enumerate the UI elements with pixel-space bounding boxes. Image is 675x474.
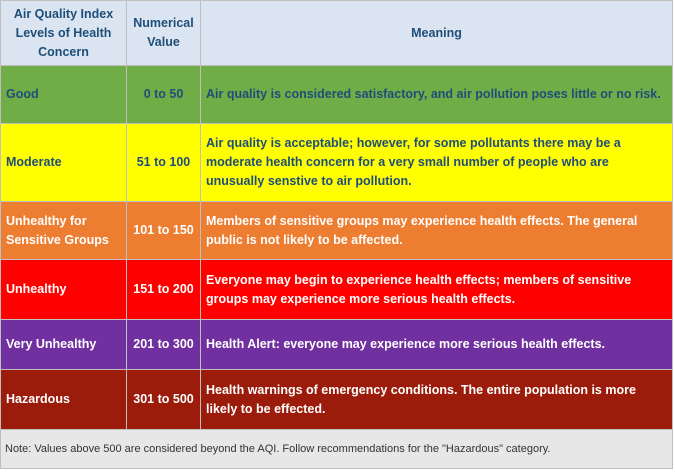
value-cell: 301 to 500 <box>126 369 201 430</box>
level-cell: Moderate <box>0 123 127 202</box>
value-cell: 51 to 100 <box>126 123 201 202</box>
meaning-cell: Health warnings of emergency conditions.… <box>200 369 673 430</box>
row-moderate: Moderate 51 to 100 Air quality is accept… <box>0 123 673 202</box>
meaning-cell: Everyone may begin to experience health … <box>200 259 673 320</box>
meaning-cell: Health Alert: everyone may experience mo… <box>200 319 673 370</box>
level-cell: Good <box>0 65 127 124</box>
value-cell: 101 to 150 <box>126 201 201 260</box>
level-cell: Very Unhealthy <box>0 319 127 370</box>
meaning-cell: Members of sensitive groups may experien… <box>200 201 673 260</box>
meaning-cell: Air quality is considered satisfactory, … <box>200 65 673 124</box>
level-cell: Unhealthy for Sensitive Groups <box>0 201 127 260</box>
level-cell: Hazardous <box>0 369 127 430</box>
level-cell: Unhealthy <box>0 259 127 320</box>
value-cell: 0 to 50 <box>126 65 201 124</box>
value-cell: 201 to 300 <box>126 319 201 370</box>
header-value: Numerical Value <box>126 0 201 66</box>
row-very-unhealthy: Very Unhealthy 201 to 300 Health Alert: … <box>0 319 673 370</box>
row-good: Good 0 to 50 Air quality is considered s… <box>0 65 673 124</box>
header-row: Air Quality Index Levels of Health Conce… <box>0 0 673 66</box>
note-row: Note: Values above 500 are considered be… <box>0 429 673 469</box>
row-unhealthy: Unhealthy 151 to 200 Everyone may begin … <box>0 259 673 320</box>
note-text: Note: Values above 500 are considered be… <box>0 429 673 469</box>
header-level: Air Quality Index Levels of Health Conce… <box>0 0 127 66</box>
row-hazardous: Hazardous 301 to 500 Health warnings of … <box>0 369 673 430</box>
row-unhealthy-sensitive: Unhealthy for Sensitive Groups 101 to 15… <box>0 201 673 260</box>
meaning-cell: Air quality is acceptable; however, for … <box>200 123 673 202</box>
header-meaning: Meaning <box>200 0 673 66</box>
value-cell: 151 to 200 <box>126 259 201 320</box>
